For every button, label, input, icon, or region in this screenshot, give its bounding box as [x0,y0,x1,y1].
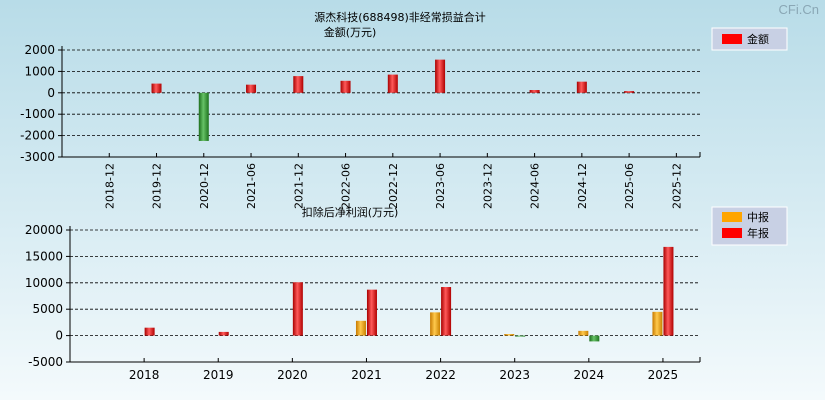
bar-金额-2021-06 [246,84,257,93]
bar-年报-2018 [144,327,155,336]
chart-nonrecurring: 源杰科技(688498)非经常损益合计 金额(万元) 2000 1000 0 -100… [20,10,788,209]
x-tick-label: 2021-12 [292,163,305,209]
x-tick-label: 2019-12 [151,163,164,209]
y-tick-label: -5000 [28,355,63,369]
x-tick-label: 2020-12 [198,163,211,209]
x-tick-label: 2024 [574,368,605,382]
watermark: CFi.Cn [778,2,819,17]
y-tick-label: 5000 [32,302,63,316]
legend-label-annual: 年报 [747,226,769,240]
x-tick-label: 2021 [351,368,382,382]
chart-1-legend: 金额 [711,27,788,51]
y-tick-label: 0 [47,86,55,100]
bar-金额-2022-12 [387,74,398,93]
bar-金额-2022-06 [340,80,351,93]
y-tick-label: 0 [55,329,63,343]
x-tick-label: 2021-06 [245,163,258,209]
bar-年报-2022 [441,287,452,336]
bar-中报-2025 [652,311,663,336]
x-tick-label: 2024-06 [529,163,542,209]
bar-年报-2023 [515,335,526,337]
legend-label-interim: 中报 [747,210,769,224]
bar-年报-2019 [218,331,229,336]
x-tick-label: 2023-06 [434,163,447,209]
bar-中报-2024 [578,330,589,336]
legend-swatch-amount [722,34,742,44]
x-tick-label: 2025-06 [623,163,636,209]
y-tick-label: 20000 [25,223,63,237]
bar-年报-2021 [366,289,377,336]
bar-金额-2020-12 [198,92,209,141]
bar-金额-2025-06 [624,91,635,93]
y-tick-label: 1000 [24,64,55,78]
x-tick-label: 2023-12 [481,163,494,209]
x-tick-label: 2025 [648,368,679,382]
bar-中报-2021 [355,320,366,336]
y-tick-label: -3000 [20,150,55,164]
chart-net-profit: 扣除后净利润(万元) 20000 15000 10000 5000 0 -5000 2018… [25,205,788,382]
bar-中报-2023 [504,334,515,336]
chart-2-title: 扣除后净利润(万元) [302,205,399,219]
x-tick-label: 2022-06 [340,163,353,209]
y-tick-label: -1000 [20,107,55,121]
chart-2-legend: 中报 年报 [711,206,788,246]
legend-label-amount: 金额 [747,32,769,46]
bar-金额-2024-12 [576,81,587,93]
x-tick-label: 2023 [499,368,530,382]
x-tick-label: 2020 [277,368,308,382]
bar-金额-2021-12 [293,76,304,93]
bar-金额-2024-06 [529,90,540,93]
chart-1-title: 源杰科技(688498)非经常损益合计 [314,10,486,24]
x-tick-label: 2024-12 [576,163,589,209]
x-tick-label: 2018-12 [103,163,116,209]
legend-swatch-annual [722,228,742,238]
chart-1-subtitle: 金额(万元) [324,25,377,39]
y-tick-label: 10000 [25,276,63,290]
x-tick-label: 2022 [425,368,456,382]
bar-金额-2019-12 [151,83,162,93]
bar-中报-2022 [430,312,441,336]
x-tick-label: 2022-12 [387,163,400,209]
bar-金额-2023-06 [435,59,446,93]
x-tick-label: 2025-12 [670,163,683,209]
bar-年报-2024 [589,335,600,342]
y-tick-label: -2000 [20,129,55,143]
y-tick-label: 15000 [25,249,63,263]
legend-swatch-interim [722,212,742,222]
x-tick-label: 2019 [203,368,234,382]
y-tick-label: 2000 [24,43,55,57]
bar-年报-2020 [292,282,303,336]
bar-年报-2025 [663,246,674,336]
x-tick-label: 2018 [129,368,160,382]
